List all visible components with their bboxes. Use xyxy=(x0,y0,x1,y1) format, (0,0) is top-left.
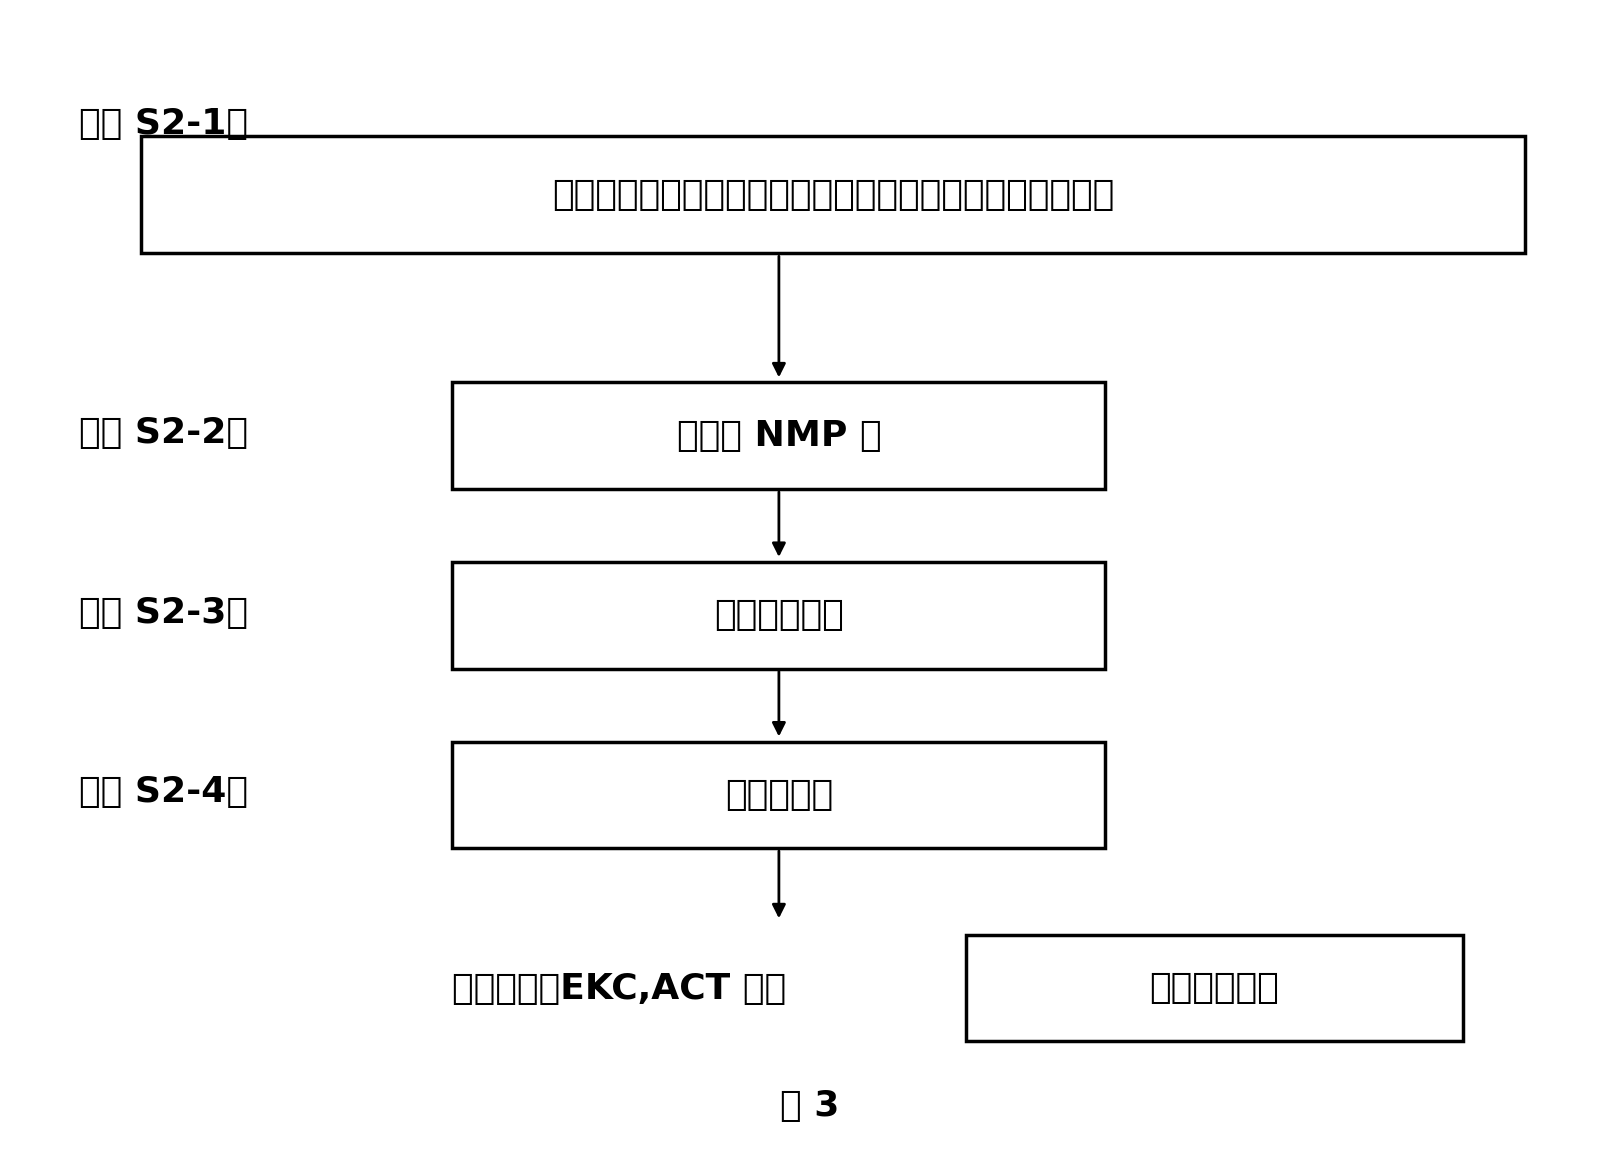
Text: 去离子水冲洗: 去离子水冲洗 xyxy=(714,599,844,632)
Text: 图 3: 图 3 xyxy=(781,1090,839,1123)
Text: 异丙醇干燥: 异丙醇干燥 xyxy=(724,777,833,812)
Text: 步骤 S2-3：: 步骤 S2-3： xyxy=(79,595,248,630)
FancyBboxPatch shape xyxy=(452,562,1105,669)
Text: 清洁处理结束: 清洁处理结束 xyxy=(1150,971,1280,1005)
Text: 步骤 S2-2：: 步骤 S2-2： xyxy=(79,416,248,450)
FancyBboxPatch shape xyxy=(141,136,1526,254)
Text: 浸泡在 NMP 中: 浸泡在 NMP 中 xyxy=(677,419,881,452)
FancyBboxPatch shape xyxy=(452,382,1105,489)
Text: 步骤 S2-4：: 步骤 S2-4： xyxy=(79,775,248,809)
FancyBboxPatch shape xyxy=(966,935,1463,1042)
Text: 有机溶剂（EKC,ACT 等）: 有机溶剂（EKC,ACT 等） xyxy=(452,971,786,1005)
Text: 焊盘导电层上形成了合金钝化层后的衬底浸泡在有机溶剂中: 焊盘导电层上形成了合金钝化层后的衬底浸泡在有机溶剂中 xyxy=(552,178,1115,212)
FancyBboxPatch shape xyxy=(452,741,1105,849)
Text: 步骤 S2-1：: 步骤 S2-1： xyxy=(79,108,248,141)
